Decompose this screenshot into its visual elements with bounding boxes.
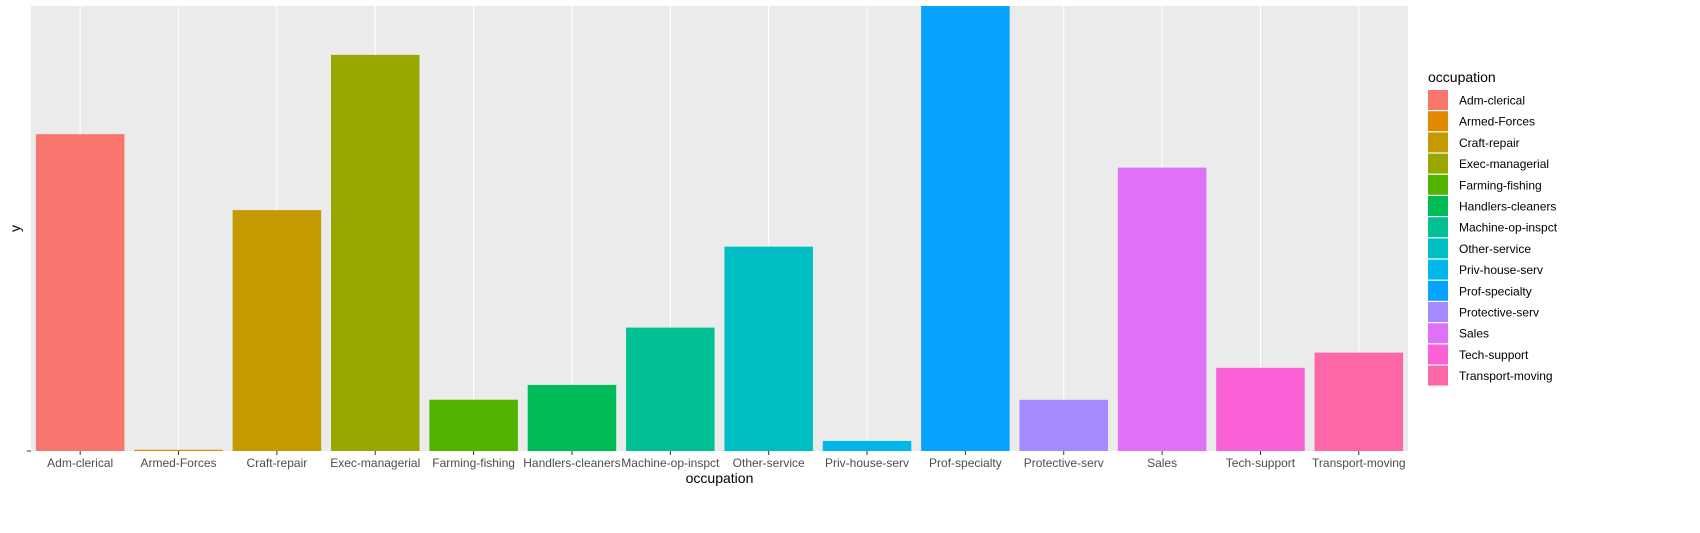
bars [35,6,1404,451]
legend-label: Handlers-cleaners [1459,200,1556,214]
legend-key-prof-specialty [1428,280,1448,301]
x-tick-label: Other-service [733,456,805,470]
bar-farming-fishing [429,399,518,451]
legend-key-machine-op-inspct [1428,217,1448,238]
legend-label: Farming-fishing [1459,178,1542,192]
legend-key-craft-repair [1428,132,1448,153]
x-tick-label: Prof-specialty [929,456,1002,470]
bar-adm-clerical [35,134,125,451]
x-tick-label: Handlers-cleaners [523,456,620,470]
bar-transport-moving [1314,352,1404,451]
x-tick-label: Machine-op-inspct [621,456,720,470]
x-tick-label: Armed-Forces [141,456,217,470]
legend-label: Exec-managerial [1459,157,1549,171]
legend-label: Sales [1459,327,1489,341]
legend-title: occupation [1428,69,1496,85]
legend-label: Adm-clerical [1459,94,1525,108]
bar-exec-managerial [330,54,420,451]
x-tick-label: Priv-house-serv [825,456,909,470]
legend-key-exec-managerial [1428,153,1448,174]
y-axis-title: y [7,225,23,232]
legend-label: Transport-moving [1459,369,1553,383]
x-tick-label: Adm-clerical [47,456,113,470]
legend-key-farming-fishing [1428,174,1448,195]
x-tick-label: Tech-support [1226,456,1296,470]
bar-handlers-cleaners [527,384,617,451]
bar-prof-specialty [921,6,1010,451]
legend-label: Other-service [1459,242,1531,256]
x-tick-label: Sales [1147,456,1177,470]
legend-label: Tech-support [1459,348,1529,362]
x-tick-label: Exec-managerial [330,456,420,470]
legend-key-handlers-cleaners [1428,196,1448,216]
bar-tech-support [1216,367,1305,451]
legend-label: Craft-repair [1459,136,1520,150]
bar-sales [1117,167,1207,451]
bar-machine-op-inspct [626,327,715,451]
legend-key-tech-support [1428,344,1448,365]
legend-key-sales [1428,323,1448,344]
legend-key-armed-forces [1428,111,1448,132]
legend-label: Priv-house-serv [1459,263,1543,277]
legend-key-adm-clerical [1428,90,1448,110]
legend-key-other-service [1428,238,1448,259]
x-tick-label: Transport-moving [1312,456,1406,470]
bar-craft-repair [232,210,322,451]
legend: occupation Adm-clerical Armed-Forces Craft… [1428,69,1558,386]
x-tick-label: Farming-fishing [432,456,515,470]
legend-label: Protective-serv [1459,306,1539,320]
x-tick-label: Craft-repair [247,456,308,470]
bar-other-service [724,246,813,451]
bar-protective-serv [1019,399,1109,451]
x-axis-ticks: Adm-clerical Armed-Forces Craft-repair Exec… [47,451,1406,470]
legend-label: Machine-op-inspct [1459,221,1558,235]
legend-key-protective-serv [1428,302,1448,322]
bar-priv-house-serv [822,440,912,451]
bar-armed-forces [134,449,223,451]
x-tick-label: Protective-serv [1024,456,1104,470]
legend-key-transport-moving [1428,365,1448,386]
x-axis-title: occupation [686,470,754,486]
legend-key-priv-house-serv [1428,259,1448,280]
legend-label: Prof-specialty [1459,284,1532,298]
legend-label: Armed-Forces [1459,115,1535,129]
